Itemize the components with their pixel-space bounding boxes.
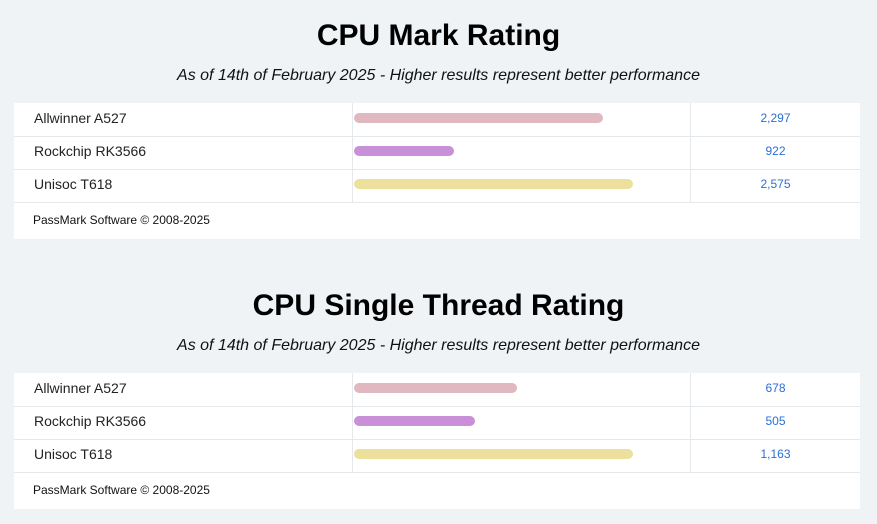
cpu-name-label[interactable]: Rockchip RK3566 — [34, 413, 147, 429]
chart-title: CPU Mark Rating — [316, 19, 561, 52]
bar-allwinner-a527 — [354, 113, 603, 123]
bar-allwinner-a527 — [354, 383, 517, 393]
value-label[interactable]: 2,575 — [760, 177, 791, 191]
chart-row: Allwinner A527 678 — [14, 373, 860, 407]
chart-panel: Allwinner A527 2,297 Rockchip RK3566 922… — [14, 103, 860, 239]
cpu-name-label[interactable]: Allwinner A527 — [34, 380, 127, 396]
chart-title: CPU Single Thread Rating — [252, 289, 625, 322]
cpu-name-label[interactable]: Rockchip RK3566 — [34, 143, 147, 159]
value-label[interactable]: 678 — [765, 381, 786, 395]
chart-row: Unisoc T618 2,575 — [14, 169, 860, 203]
chart-row: Rockchip RK3566 505 — [14, 406, 860, 440]
chart-row: Allwinner A527 2,297 — [14, 103, 860, 137]
chart-subtitle: As of 14th of February 2025 - Higher res… — [177, 67, 700, 84]
chart-row: Unisoc T618 1,163 — [14, 439, 860, 473]
bar-unisoc-t618 — [354, 179, 633, 189]
cpu-name-label[interactable]: Unisoc T618 — [34, 176, 113, 192]
bar-rockchip-rk3566 — [354, 416, 475, 426]
cpu-name-label[interactable]: Allwinner A527 — [34, 110, 127, 126]
value-label[interactable]: 1,163 — [760, 447, 791, 461]
copyright-footer: PassMark Software © 2008-2025 — [33, 213, 210, 227]
chart-row: Rockchip RK3566 922 — [14, 136, 860, 170]
cpu-name-label[interactable]: Unisoc T618 — [34, 446, 113, 462]
bar-rockchip-rk3566 — [354, 146, 454, 156]
chart-subtitle: As of 14th of February 2025 - Higher res… — [177, 337, 700, 354]
copyright-footer: PassMark Software © 2008-2025 — [33, 483, 210, 497]
chart-panel: Allwinner A527 678 Rockchip RK3566 505 U… — [14, 373, 860, 509]
value-label[interactable]: 505 — [765, 414, 786, 428]
value-label[interactable]: 922 — [765, 144, 786, 158]
bar-unisoc-t618 — [354, 449, 633, 459]
value-label[interactable]: 2,297 — [760, 111, 791, 125]
